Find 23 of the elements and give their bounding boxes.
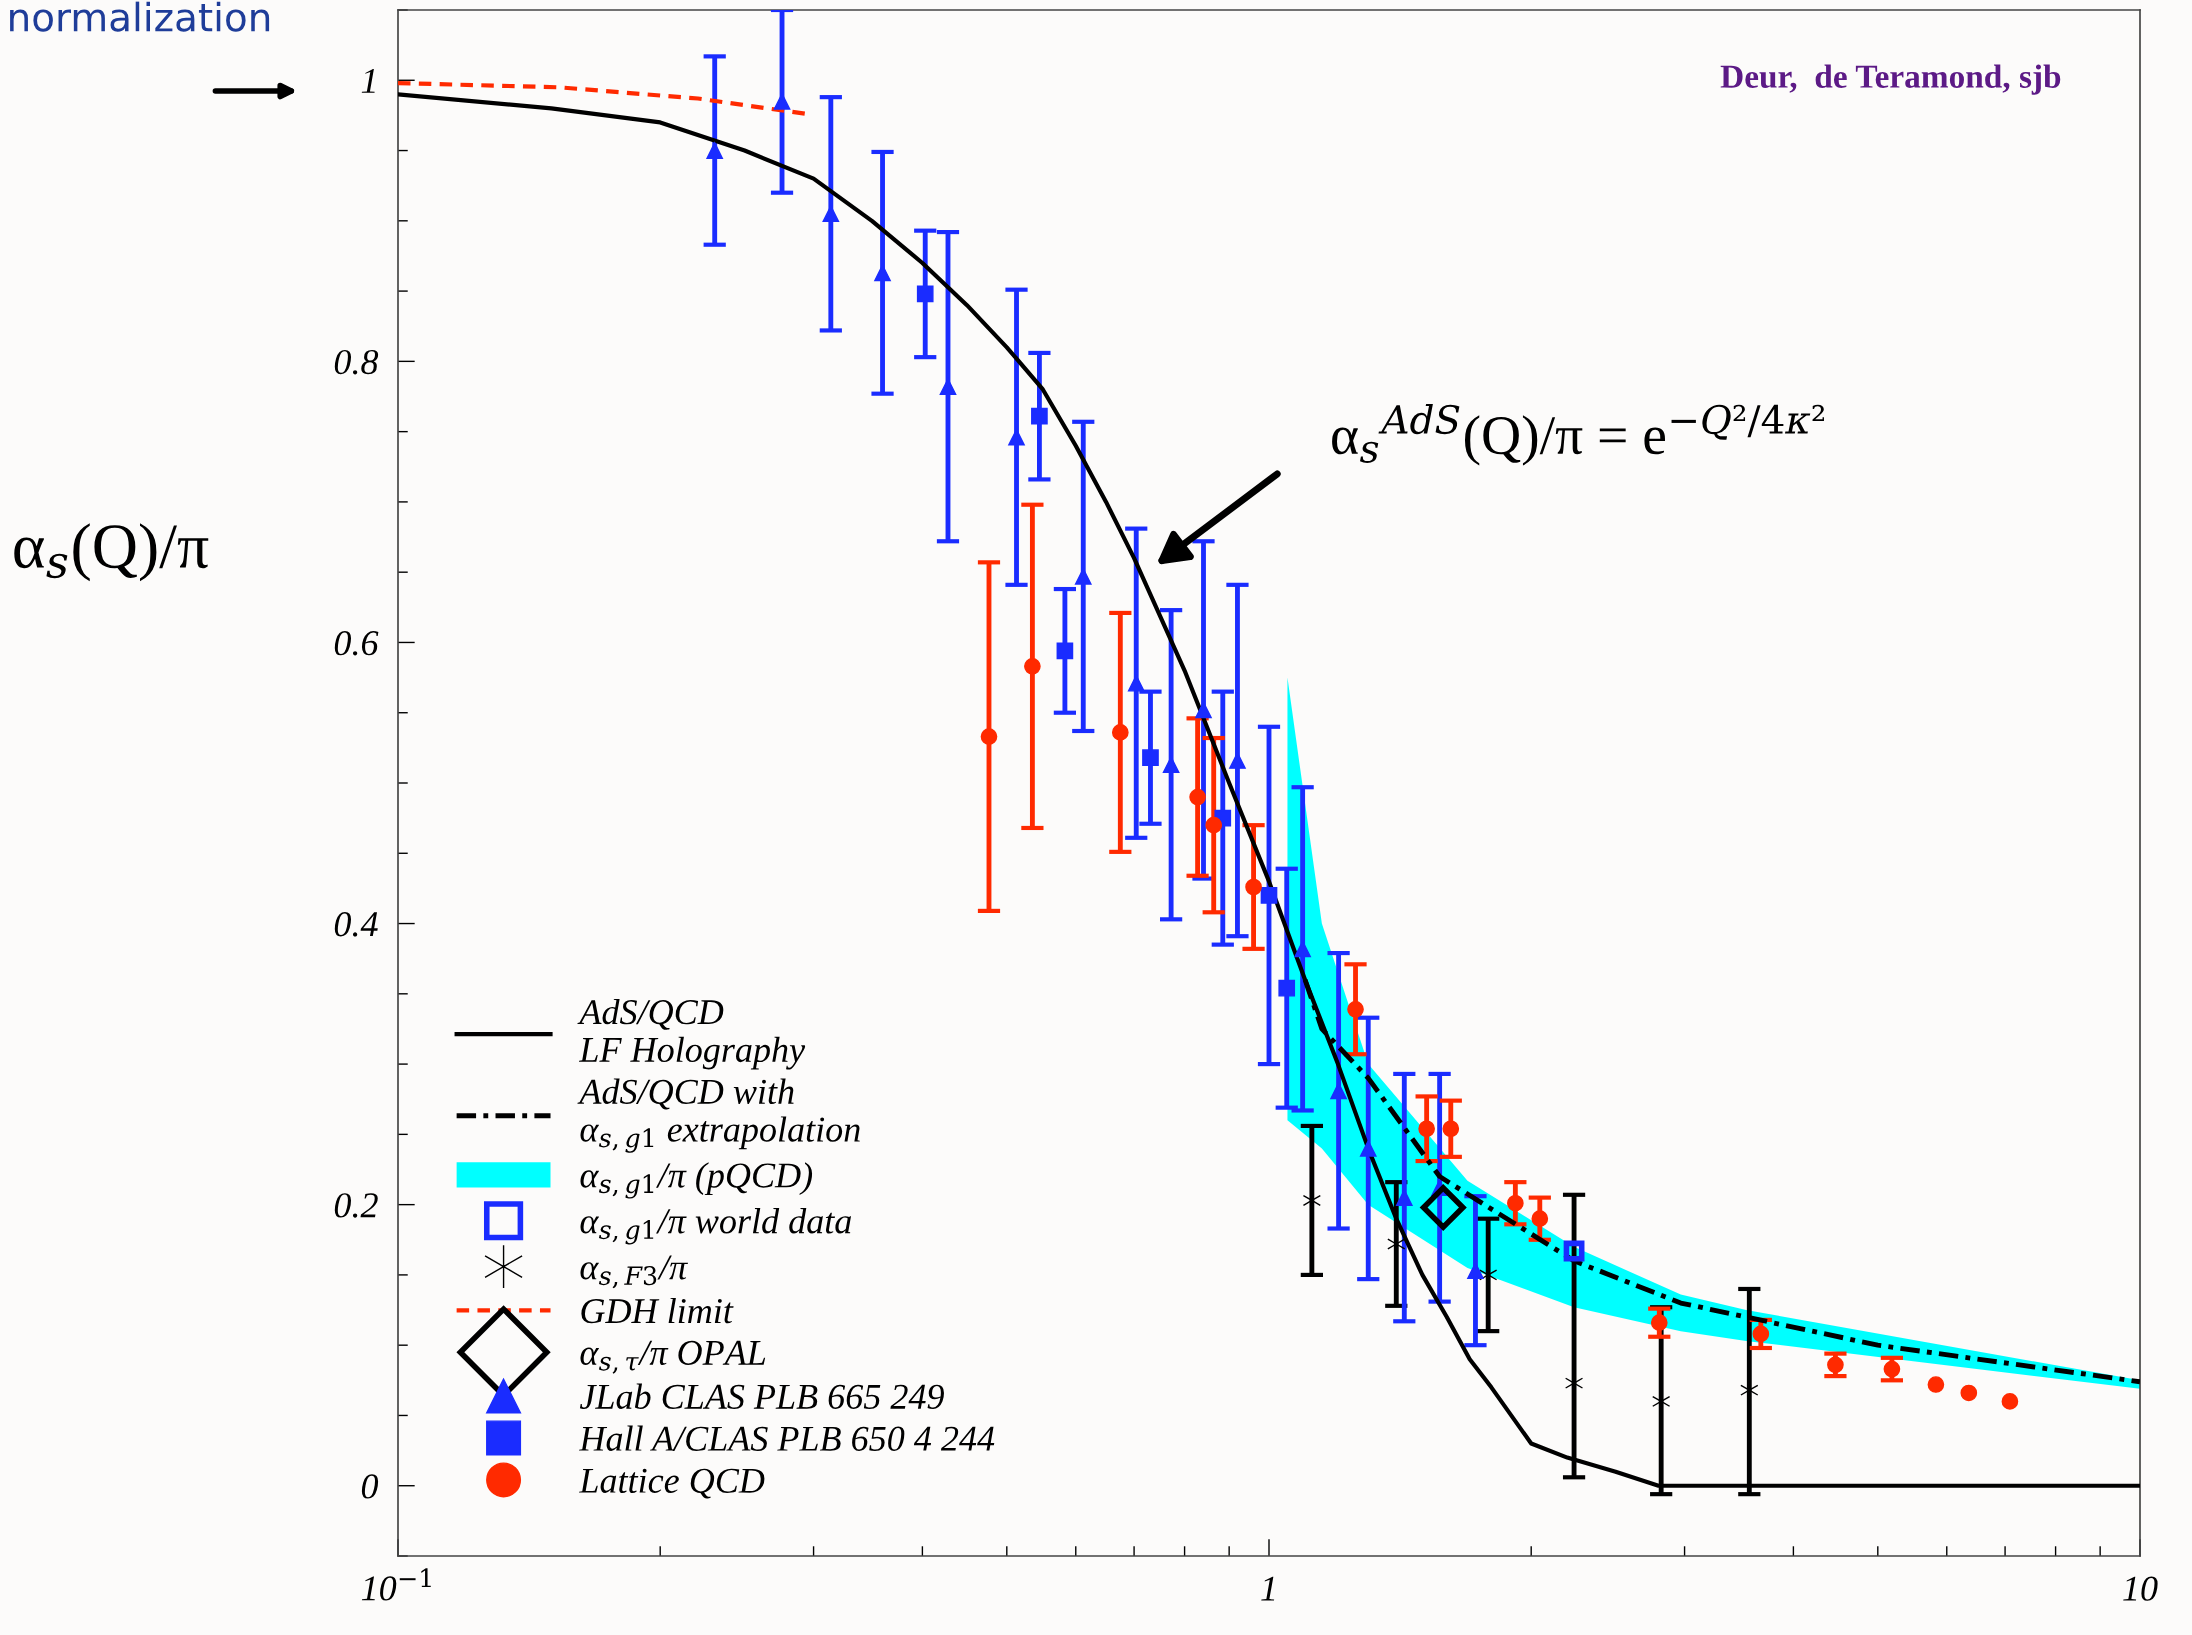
legend-label: Hall A/CLAS PLB 650 4 244 (579, 1425, 995, 1451)
legend-label: α$_{s,g1}$/π world data (580, 1208, 851, 1245)
annotation: α$_{s}$$^{AdS}$(Q)/π = e$^{−Q²/4κ²}$ (1332, 404, 1824, 466)
y-tick-label: 0.6 (334, 630, 379, 656)
y-tick-label: 0.4 (334, 912, 378, 937)
y-axis-title: α$_{s}$(Q)/π (14, 523, 209, 582)
y-tick-label: 0 (361, 1474, 379, 1499)
x-tick-label: 1 (1261, 1576, 1275, 1601)
annotation: Deur, de Teramond, sjb (1720, 64, 2061, 95)
legend-label: α$_{s,F3}$/π (580, 1255, 688, 1289)
legend-label: JLab CLAS PLB 665 249 (579, 1383, 944, 1409)
legend-label: Lattice QCD (578, 1468, 765, 1499)
legend-label: AdS/QCD with α$_{s,g1}$ extrapolation (577, 1078, 860, 1153)
x-tick-label: 10$^{−1}$ (361, 1568, 431, 1601)
text: normalization (10, 1, 270, 32)
legend-label: α$_{s,τ}$/π OPAL (580, 1340, 766, 1374)
legend-label: α$_{s,g1}$/π (pQCD) (580, 1162, 813, 1199)
legend-label: AdS/QCD LF Holography (577, 998, 806, 1070)
y-tick-label: 1 (361, 68, 375, 93)
y-tick-label: 0.2 (334, 1193, 378, 1218)
y-tick-label: 0.8 (334, 349, 379, 375)
legend-label: GDH limit (581, 1297, 734, 1324)
x-tick-label: 10 (2123, 1576, 2158, 1601)
